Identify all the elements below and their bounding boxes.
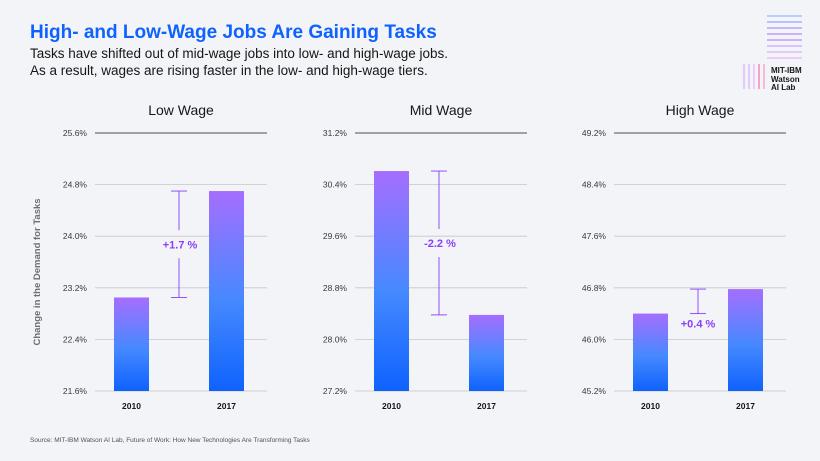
y-tick-label: 46.0% [582,334,607,344]
x-tick-label: 2017 [217,401,236,411]
bar-low-wage-2017 [209,191,244,391]
y-tick-label: 30.4% [323,180,348,190]
panel-title-low-wage: Low Wage [148,102,214,118]
y-tick-label: 28.0% [323,334,348,344]
y-tick-label: 48.4% [582,180,607,190]
delta-label-high-wage: +0.4 % [681,319,716,331]
y-tick-label: 27.2% [323,386,348,396]
bar-high-wage-2017 [728,289,763,391]
bar-mid-wage-2017 [469,314,504,391]
x-tick-label: 2010 [641,401,660,411]
y-axis-label: Change in the Demand for Tasks [32,198,43,345]
page-title: High- and Low-Wage Jobs Are Gaining Task… [30,22,437,43]
bar-high-wage-2010 [633,313,668,391]
source-note: Source: MIT-IBM Watson AI Lab, Future of… [30,437,310,444]
x-tick-label: 2010 [382,401,401,411]
bar-mid-wage-2010 [374,171,409,391]
y-tick-label: 21.6% [63,386,88,396]
delta-label-mid-wage: -2.2 % [424,238,456,250]
subtitle-line-1: Tasks have shifted out of mid-wage jobs … [30,46,448,61]
delta-label-low-wage: +1.7 % [163,239,198,251]
logo-line-3: AI Lab [771,83,796,92]
y-tick-label: 24.0% [63,231,88,241]
y-tick-label: 47.6% [582,231,607,241]
panel-title-high-wage: High Wage [666,102,735,118]
x-tick-label: 2017 [477,401,496,411]
logo-line-2: Watson [771,74,800,84]
y-tick-label: 46.8% [582,283,607,293]
x-tick-label: 2010 [122,401,141,411]
y-tick-label: 24.8% [63,180,88,190]
y-tick-label: 25.6% [63,128,88,138]
y-tick-label: 49.2% [582,128,607,138]
page-subtitle: Tasks have shifted out of mid-wage jobs … [30,45,448,79]
logo-line-1: MIT-IBM [771,66,802,75]
y-tick-label: 23.2% [63,283,88,293]
y-tick-label: 31.2% [323,128,348,138]
mit-ibm-logo-icon [743,15,802,89]
subtitle-line-2: As a result, wages are rising faster in … [30,63,428,78]
y-tick-label: 28.8% [323,283,348,293]
bar-low-wage-2010 [114,297,149,391]
x-tick-label: 2017 [736,401,755,411]
logo-text: MIT-IBM Watson AI Lab [771,66,802,93]
y-tick-label: 45.2% [582,386,607,396]
panel-title-mid-wage: Mid Wage [410,102,473,118]
y-tick-label: 29.6% [323,231,348,241]
y-tick-label: 22.4% [63,334,88,344]
